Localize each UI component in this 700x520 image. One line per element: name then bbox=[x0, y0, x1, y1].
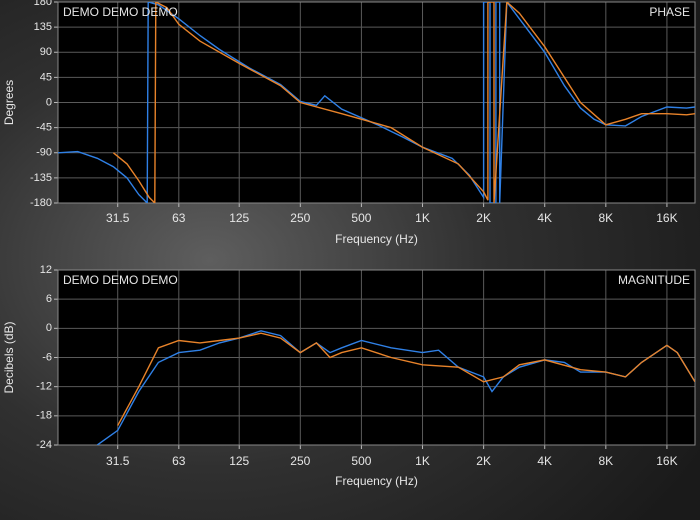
series-line bbox=[58, 2, 695, 203]
y-tick-label: 0 bbox=[46, 96, 52, 108]
y-axis-label: Degrees bbox=[2, 80, 16, 125]
plot-border bbox=[57, 1, 696, 204]
plot-border bbox=[57, 269, 696, 446]
chart-title: DEMO DEMO DEMO bbox=[63, 5, 178, 19]
x-tick-label: 31.5 bbox=[106, 454, 130, 468]
chart-label: PHASE bbox=[649, 5, 690, 19]
x-tick-label: 1K bbox=[415, 454, 430, 468]
y-tick-label: 6 bbox=[46, 293, 52, 305]
x-axis-label: Frequency (Hz) bbox=[335, 232, 418, 246]
y-tick-label: -24 bbox=[36, 439, 52, 451]
y-tick-label: 180 bbox=[34, 0, 52, 8]
y-tick-label: -45 bbox=[36, 122, 52, 134]
y-tick-label: -180 bbox=[30, 197, 52, 209]
x-tick-label: 500 bbox=[351, 211, 371, 225]
x-tick-label: 8K bbox=[598, 211, 613, 225]
x-tick-label: 125 bbox=[229, 454, 249, 468]
y-axis-label: Decibels (dB) bbox=[2, 321, 16, 393]
chart-label: MAGNITUDE bbox=[618, 273, 690, 287]
y-tick-label: -12 bbox=[36, 381, 52, 393]
y-tick-label: 45 bbox=[40, 71, 52, 83]
chart-title: DEMO DEMO DEMO bbox=[63, 273, 178, 287]
x-tick-label: 1K bbox=[415, 211, 430, 225]
x-axis-label: Frequency (Hz) bbox=[335, 474, 418, 488]
x-tick-label: 125 bbox=[229, 211, 249, 225]
x-tick-label: 2K bbox=[476, 454, 491, 468]
x-tick-label: 250 bbox=[290, 454, 310, 468]
x-tick-label: 16K bbox=[656, 211, 677, 225]
x-tick-label: 4K bbox=[537, 211, 552, 225]
series-line bbox=[117, 332, 695, 426]
y-tick-label: 0 bbox=[46, 322, 52, 334]
y-tick-label: -18 bbox=[36, 410, 52, 422]
y-tick-label: 12 bbox=[40, 264, 52, 276]
x-tick-label: 250 bbox=[290, 211, 310, 225]
x-tick-label: 63 bbox=[172, 211, 186, 225]
y-tick-label: -90 bbox=[36, 147, 52, 159]
x-tick-label: 63 bbox=[172, 454, 186, 468]
x-tick-label: 8K bbox=[598, 454, 613, 468]
x-tick-label: 31.5 bbox=[106, 211, 130, 225]
y-tick-label: 90 bbox=[40, 46, 52, 58]
series-line bbox=[112, 2, 695, 203]
x-tick-label: 4K bbox=[537, 454, 552, 468]
x-tick-label: 2K bbox=[476, 211, 491, 225]
y-tick-label: 135 bbox=[34, 21, 52, 33]
y-tick-label: -6 bbox=[42, 351, 52, 363]
x-tick-label: 16K bbox=[656, 454, 677, 468]
x-tick-label: 500 bbox=[351, 454, 371, 468]
y-tick-label: -135 bbox=[30, 172, 52, 184]
